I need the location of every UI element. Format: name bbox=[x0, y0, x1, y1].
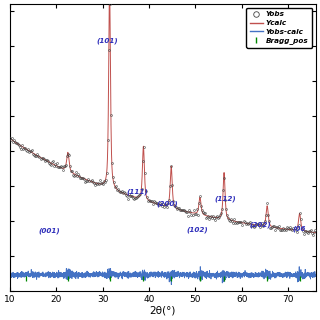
Text: (200): (200) bbox=[156, 200, 178, 207]
Text: (102): (102) bbox=[187, 227, 209, 233]
Text: (001): (001) bbox=[38, 228, 60, 234]
Text: (06: (06 bbox=[293, 225, 306, 232]
Legend: Yobs, Ycalc, Yobs-calc, Bragg_pos: Yobs, Ycalc, Yobs-calc, Bragg_pos bbox=[246, 8, 312, 48]
Text: (112): (112) bbox=[215, 195, 236, 202]
X-axis label: 2θ(°): 2θ(°) bbox=[150, 306, 176, 316]
Text: (202): (202) bbox=[249, 222, 271, 228]
Text: (101): (101) bbox=[96, 38, 118, 44]
Text: (111): (111) bbox=[126, 188, 148, 195]
